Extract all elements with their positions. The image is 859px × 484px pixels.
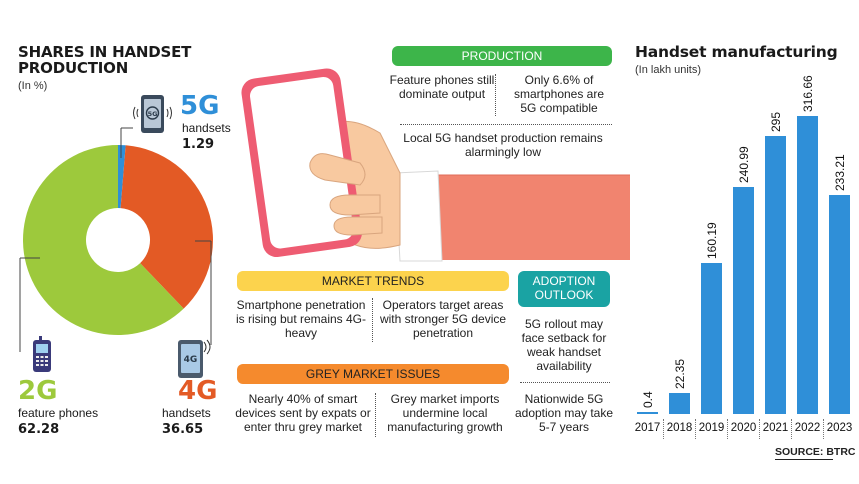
bar-2021 — [765, 136, 786, 414]
bar-2023 — [829, 194, 850, 414]
sleeve — [430, 175, 630, 260]
value-2g: 62.28 — [18, 422, 60, 437]
chart-source-prefix: SOURCE: — [775, 446, 827, 458]
4g-phone-icon: 4G — [178, 339, 211, 378]
label-4g: 4G — [178, 376, 218, 406]
5g-phone-icon: 5G — [133, 95, 172, 133]
grey-market-heading: GREY MARKET ISSUES — [237, 364, 509, 384]
bar-value-2019: 160.19 — [704, 222, 719, 260]
bar-2018 — [669, 392, 690, 414]
year-separator — [695, 419, 696, 439]
donut-title: SHARES IN HANDSET PRODUCTION — [18, 44, 191, 76]
label-5g-desc: handsets — [182, 121, 231, 135]
bar-value-2018: 22.35 — [672, 358, 687, 389]
year-label-2018: 2018 — [666, 422, 693, 434]
year-separator — [791, 419, 792, 439]
year-label-2019: 2019 — [698, 422, 725, 434]
donut-slice-2g — [23, 145, 184, 335]
svg-text:4G: 4G — [184, 355, 198, 365]
hand-phone-illustration — [241, 68, 630, 262]
adoption-heading-line2: OUTLOOK — [534, 288, 594, 302]
label-2g: 2G — [18, 376, 58, 406]
production-col2: Only 6.6% of smartphones are 5G compatib… — [513, 73, 605, 115]
thumb — [309, 153, 366, 186]
grey-market-col1: Nearly 40% of smart devices sent by expa… — [235, 392, 371, 434]
chart-title: Handset manufacturing — [635, 43, 838, 61]
donut-chart: 5G 4G — [19, 95, 214, 378]
donut-title-line2: PRODUCTION — [18, 59, 129, 77]
donut-unit: (In %) — [18, 80, 48, 92]
year-label-2017: 2017 — [634, 422, 661, 434]
bar-value-2021: 295 — [768, 112, 783, 133]
year-label-2023: 2023 — [826, 422, 853, 434]
year-separator — [663, 419, 664, 439]
market-trends-heading: MARKET TRENDS — [237, 271, 509, 291]
bar-value-2022: 316.66 — [800, 75, 815, 112]
adoption-item1: 5G rollout may face setback for weak han… — [521, 317, 607, 373]
bar-value-2020: 240.99 — [736, 146, 751, 184]
production-heading: PRODUCTION — [392, 46, 612, 66]
year-label-2021: 2021 — [762, 422, 789, 434]
value-4g: 36.65 — [162, 422, 204, 437]
value-5g: 1.29 — [182, 137, 215, 152]
market-trends-col1: Smartphone penetration is rising but rem… — [235, 298, 367, 340]
label-5g: 5G — [180, 91, 220, 121]
phone-screen — [249, 76, 354, 249]
chart-ylabel: (In lakh units) — [635, 64, 702, 76]
label-4g-desc: handsets — [162, 406, 211, 420]
grey-market-col2: Grey market imports undermine local manu… — [387, 392, 503, 434]
donut-title-line1: SHARES IN HANDSET — [18, 43, 192, 61]
source-underline — [775, 459, 833, 460]
adoption-heading-line1: ADOPTION — [532, 274, 596, 288]
production-divider — [495, 74, 496, 116]
year-separator — [823, 419, 824, 439]
bar-value-2023: 233.21 — [832, 153, 847, 191]
label-2g-desc: feature phones — [18, 406, 99, 420]
adoption-hdivider — [520, 382, 610, 383]
chart-source-value: BTRC — [826, 446, 856, 458]
bar-2017 — [637, 412, 658, 414]
market-trends-col2: Operators target areas with stronger 5G … — [379, 298, 507, 340]
production-col1: Feature phones still dominate output — [389, 73, 495, 101]
production-bottom: Local 5G handset production remains alar… — [403, 131, 603, 159]
donut-slice-4g — [120, 145, 214, 309]
year-label-2022: 2022 — [794, 422, 821, 434]
production-hdivider — [400, 124, 612, 125]
year-separator — [759, 419, 760, 439]
grey-market-divider — [375, 393, 376, 437]
year-separator — [727, 419, 728, 439]
donut-slice-5g — [118, 145, 126, 209]
feature-phone-icon — [33, 336, 51, 372]
bar-value-2017: 0.4 — [640, 391, 655, 408]
svg-text:5G: 5G — [148, 110, 158, 118]
chart-source: SOURCE: BTRC — [775, 446, 856, 458]
market-trends-divider — [372, 298, 373, 342]
bar-2022 — [797, 115, 818, 414]
bar-2020 — [733, 187, 754, 414]
adoption-item2: Nationwide 5G adoption may take 5-7 year… — [514, 392, 614, 434]
donut-slices — [23, 145, 214, 335]
adoption-heading: ADOPTION OUTLOOK — [518, 271, 610, 307]
bar-2019 — [701, 263, 722, 414]
year-label-2020: 2020 — [730, 422, 757, 434]
